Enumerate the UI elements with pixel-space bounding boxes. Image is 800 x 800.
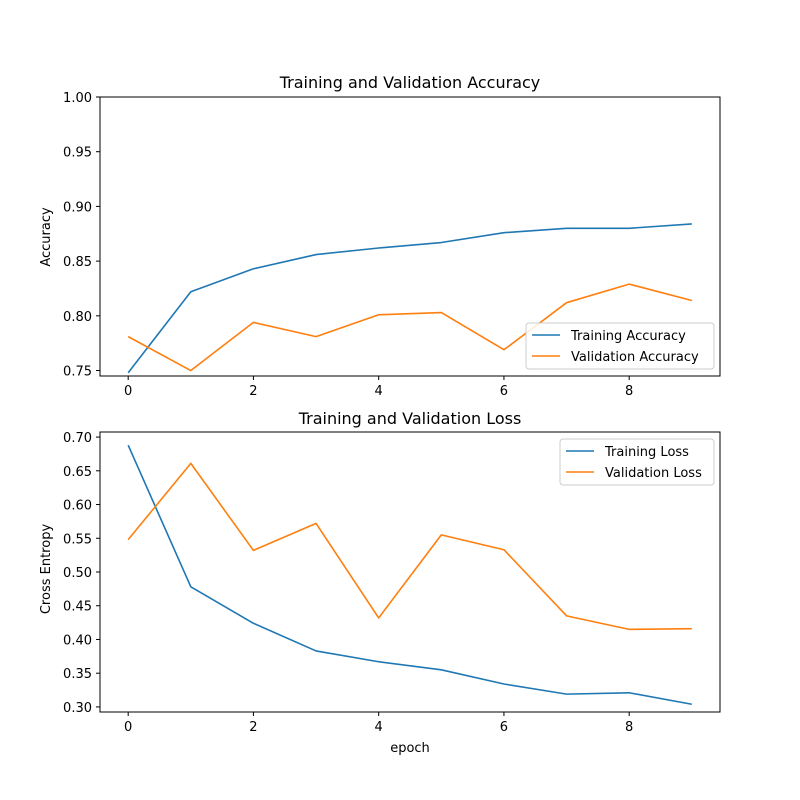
x-tick-label: 4 [375, 384, 383, 399]
legend-label: Validation Accuracy [571, 350, 699, 365]
y-axis-title: Cross Entropy [39, 524, 54, 615]
y-tick-label: 0.80 [63, 310, 92, 325]
y-axis-title: Accuracy [39, 207, 54, 267]
series-line-validation-loss [127, 462, 692, 631]
legend-box [559, 438, 715, 486]
x-tick-label: 0 [124, 384, 132, 399]
legend-label: Training Accuracy [570, 329, 686, 344]
x-tick-label: 4 [375, 720, 383, 735]
y-tick-label: 0.70 [63, 431, 92, 446]
y-tick-label: 0.65 [63, 465, 92, 480]
y-tick-label: 1.00 [63, 91, 92, 106]
series-line-validation-accuracy [127, 283, 693, 372]
series-line-training-accuracy [127, 223, 692, 374]
chart-title: Training and Validation Loss [298, 409, 522, 428]
x-axis-title: epoch [390, 741, 430, 756]
x-tick-label: 8 [625, 384, 633, 399]
legend-label: Training Loss [604, 445, 689, 460]
series-line-training-loss [127, 444, 692, 706]
legend-box [525, 322, 715, 370]
x-tick-label: 8 [625, 720, 633, 735]
x-tick-label: 6 [500, 384, 508, 399]
accuracy-chart: Training and Validation Accuracy Accurac… [39, 73, 721, 399]
y-tick-label: 0.35 [63, 667, 92, 682]
loss-chart: Training and Validation Loss Cross Entro… [39, 409, 721, 756]
y-tick-label: 0.95 [63, 146, 92, 161]
legend-label: Validation Loss [605, 466, 702, 481]
chart-title: Training and Validation Accuracy [279, 73, 541, 92]
y-tick-label: 0.75 [63, 365, 92, 380]
y-tick-label: 0.45 [63, 600, 92, 615]
y-tick-label: 0.90 [63, 200, 92, 215]
y-tick-label: 0.40 [63, 633, 92, 648]
x-tick-label: 2 [249, 384, 257, 399]
y-tick-label: 0.60 [63, 499, 92, 514]
y-tick-label: 0.55 [63, 532, 92, 547]
y-tick-label: 0.30 [63, 701, 92, 716]
y-tick-label: 0.85 [63, 255, 92, 270]
x-tick-label: 2 [249, 720, 257, 735]
plot-frame [99, 96, 721, 377]
x-tick-label: 0 [124, 720, 132, 735]
y-tick-label: 0.50 [63, 566, 92, 581]
x-tick-label: 6 [500, 720, 508, 735]
